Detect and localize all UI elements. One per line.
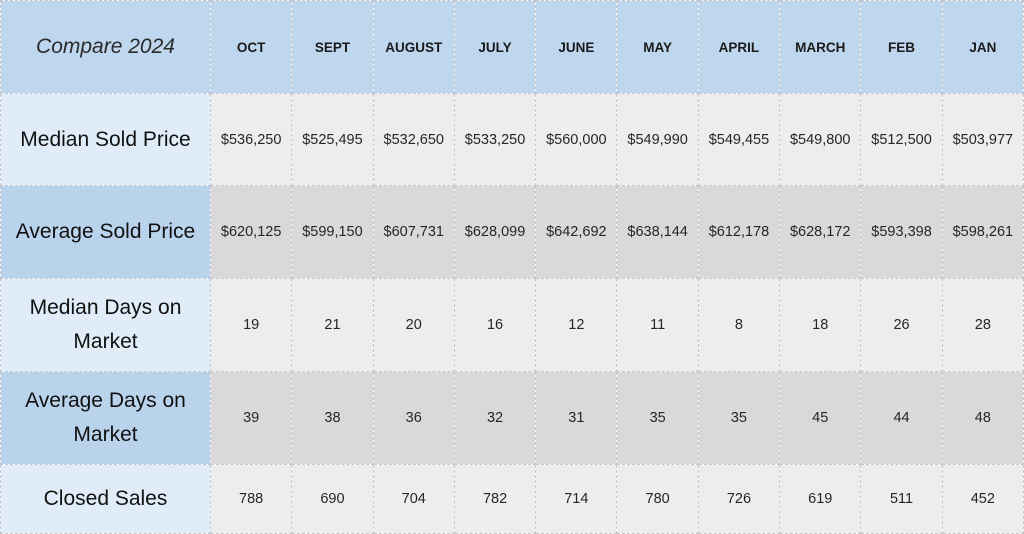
table-cell: 44: [860, 371, 943, 465]
table-cell: $549,800: [779, 93, 862, 186]
table-cell: 28: [941, 278, 1024, 372]
column-header-august: AUGUST: [372, 0, 455, 94]
column-header-april: APRIL: [697, 0, 781, 94]
column-header-feb: FEB: [860, 0, 943, 94]
table-cell: 21: [291, 278, 374, 372]
table-cell: 35: [616, 371, 699, 465]
table-cell: $549,990: [616, 93, 699, 186]
table-cell: $560,000: [535, 93, 618, 186]
column-header-oct: OCT: [209, 0, 293, 94]
table-cell: 45: [779, 371, 862, 465]
table-cell: 619: [779, 464, 862, 534]
table-cell: 18: [779, 278, 862, 372]
row-label: Closed Sales: [0, 464, 211, 534]
table-cell: 452: [941, 464, 1024, 534]
table-row: Average Days on Market 39 38 36 32 31 35 35 45 44…: [0, 371, 1024, 465]
table-cell: $598,261: [941, 185, 1024, 279]
table-cell: 32: [453, 371, 537, 465]
row-label: Average Sold Price: [0, 185, 211, 279]
table-cell: 11: [616, 278, 699, 372]
table-cell: 714: [535, 464, 618, 534]
row-label: Median Days on Market: [0, 278, 211, 372]
table-cell: $549,455: [697, 93, 781, 186]
table-row: Average Sold Price $620,125 $599,150 $607,7…: [0, 185, 1024, 279]
table-cell: $525,495: [291, 93, 374, 186]
table-row: Closed Sales 788 690 704 782 714 780 726 619 511 4…: [0, 464, 1024, 534]
table-cell: $512,500: [860, 93, 943, 186]
table-cell: 16: [453, 278, 537, 372]
table-cell: 20: [372, 278, 455, 372]
table-row: Median Sold Price $536,250 $525,495 $532,65…: [0, 93, 1024, 186]
row-label: Median Sold Price: [0, 93, 211, 186]
table-cell: 782: [453, 464, 537, 534]
column-header-may: MAY: [616, 0, 699, 94]
column-header-jan: JAN: [941, 0, 1024, 94]
table-cell: 36: [372, 371, 455, 465]
table-cell: 704: [372, 464, 455, 534]
table-body: Median Sold Price $536,250 $525,495 $532,65…: [0, 93, 1024, 534]
column-header-sept: SEPT: [291, 0, 374, 94]
table-cell: $607,731: [372, 185, 455, 279]
table-cell: $612,178: [697, 185, 781, 279]
table-cell: 35: [697, 371, 781, 465]
table-cell: $536,250: [209, 93, 293, 186]
table-row: Median Days on Market 19 21 20 16 12 11 8 18 26 28: [0, 278, 1024, 372]
table-title: Compare 2024: [0, 0, 211, 94]
table-cell: $533,250: [453, 93, 537, 186]
table-cell: 788: [209, 464, 293, 534]
table-cell: $503,977: [941, 93, 1024, 186]
table-cell: 38: [291, 371, 374, 465]
table-cell: $532,650: [372, 93, 455, 186]
table-cell: 39: [209, 371, 293, 465]
table-cell: 511: [860, 464, 943, 534]
table-cell: 780: [616, 464, 699, 534]
row-label: Average Days on Market: [0, 371, 211, 465]
table-cell: 26: [860, 278, 943, 372]
table-cell: 48: [941, 371, 1024, 465]
column-header-july: JULY: [453, 0, 537, 94]
table-cell: $599,150: [291, 185, 374, 279]
header-row: Compare 2024 OCT SEPT AUGUST JULY JUNE MAY APR…: [0, 0, 1024, 94]
table-cell: $620,125: [209, 185, 293, 279]
table-cell: $593,398: [860, 185, 943, 279]
table-cell: 31: [535, 371, 618, 465]
table-cell: 726: [697, 464, 781, 534]
table-cell: $628,099: [453, 185, 537, 279]
table-cell: 12: [535, 278, 618, 372]
table-cell: 690: [291, 464, 374, 534]
column-header-june: JUNE: [535, 0, 618, 94]
column-header-march: MARCH: [779, 0, 862, 94]
table-cell: $642,692: [535, 185, 618, 279]
table-cell: 19: [209, 278, 293, 372]
table-cell: $638,144: [616, 185, 699, 279]
table-cell: 8: [697, 278, 781, 372]
table-cell: $628,172: [779, 185, 862, 279]
